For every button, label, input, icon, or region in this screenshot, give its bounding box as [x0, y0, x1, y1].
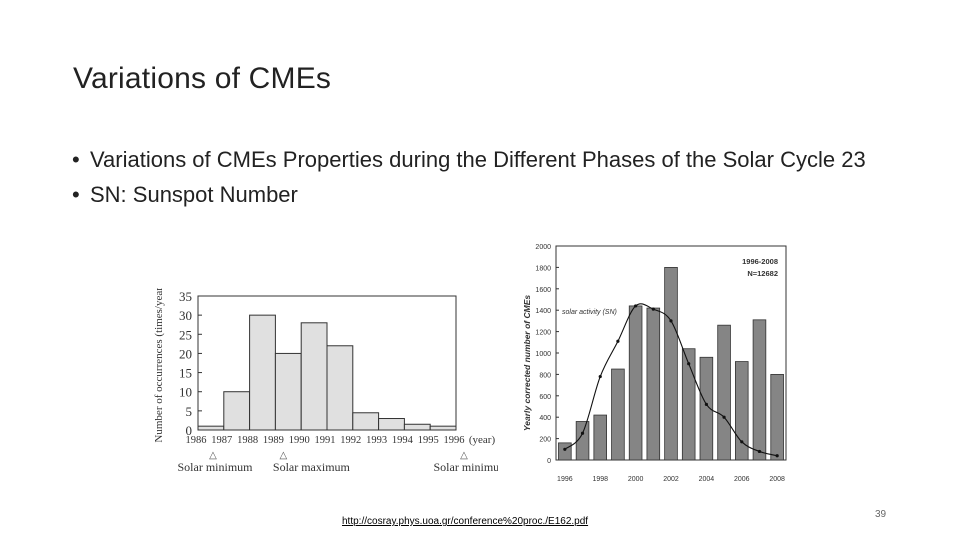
y-tick-label: 2000: [535, 244, 551, 251]
sn-data-point: [775, 454, 779, 458]
y-tick-label: 10: [179, 385, 192, 400]
x-tick-label: 1987: [211, 435, 232, 446]
x-axis-unit: (year): [469, 434, 496, 446]
x-tick-label: 1990: [289, 435, 310, 446]
min-max-marker: △: [280, 450, 288, 461]
phase-annotation: Solar minimum: [178, 460, 254, 474]
y-tick-label: 0: [186, 423, 193, 438]
sn-data-point: [563, 447, 567, 451]
y-tick-label: 600: [539, 394, 551, 401]
y-tick-label: 1000: [535, 351, 551, 358]
x-tick-label: 1995: [418, 435, 439, 446]
sn-data-point: [598, 374, 602, 379]
histogram-bar: [378, 418, 405, 431]
cme-bar: [575, 421, 590, 461]
cme-bar: [752, 319, 767, 461]
page-number: 39: [875, 509, 887, 520]
y-tick-label: 5: [186, 404, 193, 419]
bullet-item: Variations of CMEs Properties during the…: [70, 147, 910, 173]
min-max-marker: △: [209, 450, 217, 461]
y-tick-label: 1800: [535, 265, 551, 272]
phase-annotation: Solar maximum: [273, 460, 351, 474]
cme-bar: [699, 356, 714, 461]
x-tick-label: 1996: [444, 435, 465, 446]
histogram-chart: 0 5 10 15 20 25 30 35 1986 1987 1988 1989 1990 1991 19…: [153, 288, 499, 474]
sn-data-point: [740, 440, 744, 444]
sn-data-point: [687, 362, 691, 366]
cme-bar: [646, 307, 661, 461]
y-tick-label: 1600: [535, 287, 551, 294]
slide-title: Variations of CMEs: [73, 62, 332, 95]
sn-data-point: [722, 415, 726, 419]
sn-data-point: [580, 431, 585, 435]
sn-data-point: [669, 319, 673, 323]
cme-bar: [770, 373, 784, 461]
histogram-bar: [352, 412, 380, 431]
x-tick-label: 2008: [769, 476, 785, 483]
legend-count: N=12682: [747, 269, 778, 278]
x-tick-label: 2006: [734, 476, 750, 483]
x-tick-label: 2002: [663, 476, 679, 483]
histogram-bar: [197, 425, 225, 431]
y-axis-label: Number of occurrences (times/year): [153, 288, 165, 443]
sn-data-point: [651, 307, 655, 311]
curve-label: solar activity (SN): [562, 309, 617, 316]
source-link[interactable]: http://cosray.phys.uoa.gr/conference%20p…: [342, 516, 589, 527]
cme-bar-chart: 0 200 400 600 800 1000 1200 1400 1600 1800 2000 199…: [522, 244, 787, 483]
y-tick-label: 800: [539, 372, 551, 379]
legend-years: 1996-2008: [742, 257, 778, 266]
sn-data-point: [757, 449, 762, 454]
y-tick-label: 0: [547, 458, 551, 465]
x-tick-label: 1986: [186, 435, 207, 446]
x-tick-label: 1993: [366, 435, 387, 446]
bullet-item: SN: Sunspot Number: [70, 182, 910, 208]
y-tick-label: 1400: [535, 308, 551, 315]
x-tick-label: 1989: [263, 435, 284, 446]
min-max-marker: △: [460, 450, 468, 461]
y-tick-label: 15: [179, 366, 192, 381]
x-tick-label: 1998: [592, 476, 608, 483]
cme-bar: [717, 324, 731, 461]
cme-bar: [681, 348, 696, 461]
cme-bar: [734, 361, 749, 461]
histogram-bar: [300, 322, 328, 431]
cme-bar: [611, 368, 625, 461]
x-tick-label: 1996: [557, 476, 573, 483]
histogram-bar: [403, 423, 431, 431]
y-tick-label: 20: [179, 346, 192, 361]
histogram-bar: [326, 345, 354, 431]
histogram-bar: [429, 425, 457, 431]
y-axis-label: Yearly corrected number of CMEs: [522, 295, 532, 431]
phase-annotation: Solar minimum: [434, 460, 499, 474]
sn-data-point: [704, 402, 708, 406]
x-tick-label: 1994: [392, 435, 414, 446]
x-tick-label: 1991: [315, 435, 336, 446]
x-tick-label: 2000: [628, 476, 644, 483]
y-tick-label: 30: [179, 308, 192, 323]
bullet-list: Variations of CMEs Properties during the…: [70, 147, 910, 217]
cme-bar: [558, 442, 572, 461]
sn-data-point: [616, 339, 620, 343]
histogram-bar: [274, 352, 302, 431]
histogram-bar: [249, 314, 276, 431]
y-tick-label: 1200: [535, 330, 551, 337]
y-tick-label: 200: [539, 437, 551, 444]
y-tick-label: 35: [179, 289, 192, 304]
x-tick-label: 1992: [340, 435, 361, 446]
y-tick-label: 400: [539, 415, 551, 422]
histogram-bar: [223, 391, 251, 431]
cme-bar: [664, 266, 678, 461]
cme-bar: [593, 414, 608, 461]
y-tick-label: 25: [179, 327, 192, 342]
x-tick-label: 2004: [699, 476, 715, 483]
sn-data-point: [634, 304, 638, 308]
cme-bar: [628, 305, 643, 461]
x-tick-label: 1988: [237, 435, 258, 446]
